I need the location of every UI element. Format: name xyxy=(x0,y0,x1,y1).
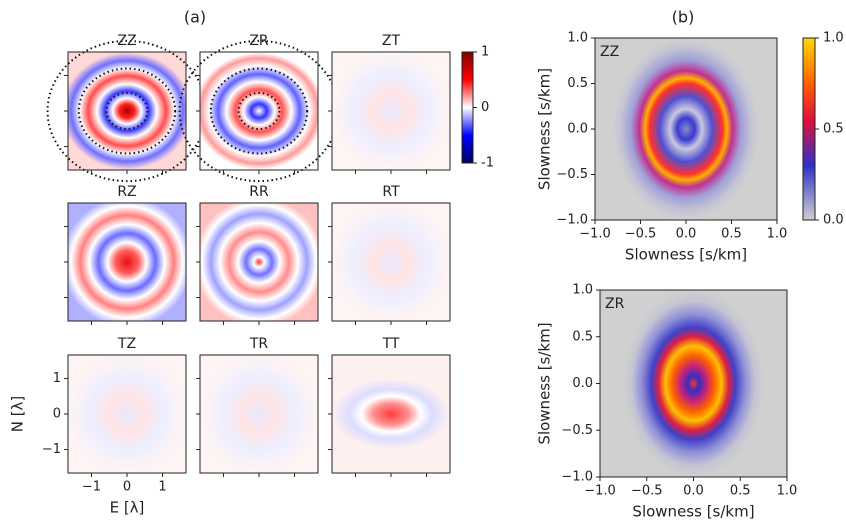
y-tick-label: 1.0 xyxy=(567,31,588,46)
colorbar-tick-label: 0.5 xyxy=(823,122,844,137)
subplot-title: TZ xyxy=(117,336,136,352)
heatmap-image xyxy=(332,52,450,170)
y-tick-label: 0.5 xyxy=(567,76,588,91)
x-tick-label: 1 xyxy=(158,480,166,495)
y-tick-label: 0.0 xyxy=(567,122,588,137)
panel-label: (a) xyxy=(184,8,206,27)
subplot-title: TR xyxy=(249,336,269,352)
x-tick-label: 0.5 xyxy=(730,484,751,499)
colorbar-tick-label: 0.0 xyxy=(823,213,844,228)
heatmap-image xyxy=(200,52,318,170)
subplot-title: ZR xyxy=(249,33,269,49)
colorbar-tick-label: -1 xyxy=(481,156,494,171)
x-tick-label: −1.0 xyxy=(584,484,616,499)
y-tick-label: −1.0 xyxy=(561,470,593,485)
y-axis-label: N [λ] xyxy=(9,396,27,433)
y-tick-label: 0 xyxy=(53,407,61,422)
x-tick-label: −0.5 xyxy=(625,227,657,242)
y-tick-label: −1.0 xyxy=(556,213,588,228)
subplot-title: ZR xyxy=(605,296,625,312)
heatmap-image xyxy=(200,355,318,473)
colorbar-tick-label: 1 xyxy=(481,45,489,60)
x-axis-label: Slowness [s/km] xyxy=(632,503,754,521)
subplot-title: RZ xyxy=(117,184,136,200)
y-tick-label: −0.5 xyxy=(561,423,593,438)
x-tick-label: 1.0 xyxy=(777,484,798,499)
y-tick-label: 1 xyxy=(53,371,61,386)
heatmap-image xyxy=(332,203,450,321)
x-tick-label: 0.5 xyxy=(721,227,742,242)
colorbar xyxy=(461,51,474,164)
heatmap-image xyxy=(68,52,186,170)
x-tick-label: 0.0 xyxy=(676,227,697,242)
x-tick-label: 0.0 xyxy=(683,484,704,499)
subplot-title: ZT xyxy=(382,33,401,49)
colorbar xyxy=(802,37,816,221)
nodal-line xyxy=(237,91,281,131)
heatmap-image xyxy=(68,203,186,321)
nodal-line xyxy=(209,67,309,155)
subplot-title: TT xyxy=(382,336,400,352)
nodal-line xyxy=(105,91,149,131)
subplot-title: RT xyxy=(382,184,400,200)
heatmap-image xyxy=(68,355,186,473)
y-axis-label: Slowness [s/km] xyxy=(536,322,554,444)
y-tick-label: 1.0 xyxy=(572,283,593,298)
x-tick-label: −1 xyxy=(82,480,101,495)
y-tick-label: 0.5 xyxy=(572,329,593,344)
subplot-title: RR xyxy=(249,184,269,200)
heatmap-image xyxy=(200,203,318,321)
heatmap-image xyxy=(595,38,777,220)
x-tick-label: 1.0 xyxy=(767,227,788,242)
subplot-title: ZZ xyxy=(117,33,136,49)
colorbar-tick-label: 0 xyxy=(481,100,489,115)
nodal-line xyxy=(77,67,177,155)
y-tick-label: 0.0 xyxy=(572,376,593,391)
y-tick-label: −0.5 xyxy=(556,167,588,182)
x-tick-label: −0.5 xyxy=(631,484,663,499)
x-tick-label: −1.0 xyxy=(579,227,611,242)
y-tick-label: −1 xyxy=(42,442,61,457)
heatmap-image xyxy=(332,355,450,473)
colorbar-tick-label: 1.0 xyxy=(823,31,844,46)
heatmap-image xyxy=(600,290,787,477)
y-axis-label: Slowness [s/km] xyxy=(536,68,554,190)
subplot-title: ZZ xyxy=(600,44,619,60)
panel-label: (b) xyxy=(672,8,695,27)
x-axis-label: E [λ] xyxy=(110,499,145,517)
x-axis-label: Slowness [s/km] xyxy=(625,246,747,264)
x-tick-label: 0 xyxy=(123,480,131,495)
